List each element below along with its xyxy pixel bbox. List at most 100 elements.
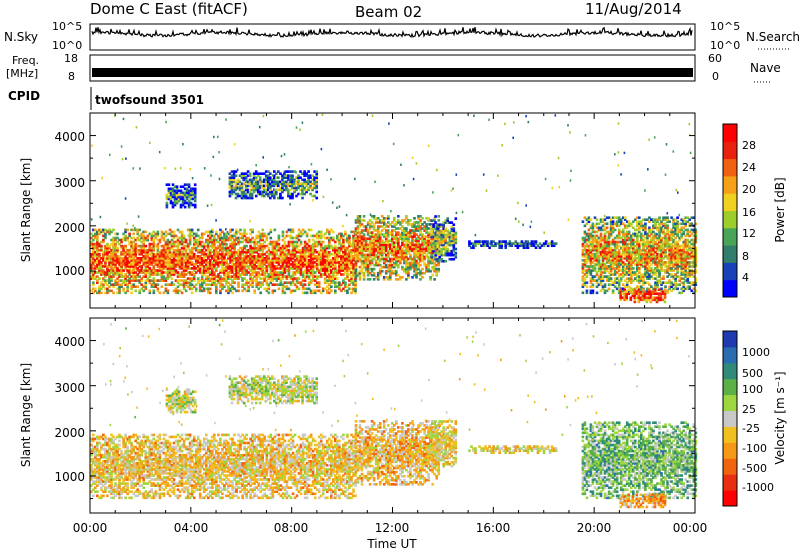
power-cell bbox=[184, 206, 187, 209]
power-cell bbox=[421, 268, 424, 271]
cpid-value: twofsound 3501 bbox=[95, 93, 204, 107]
power-cell bbox=[92, 281, 95, 284]
power-cell bbox=[292, 229, 295, 232]
power-cell bbox=[586, 290, 589, 293]
power-cell bbox=[606, 227, 609, 230]
power-cell bbox=[373, 268, 376, 271]
power-cell bbox=[315, 170, 318, 173]
power-cell bbox=[100, 292, 103, 295]
power-cell bbox=[455, 252, 458, 255]
power-cell bbox=[604, 283, 607, 286]
power-cell bbox=[409, 254, 412, 257]
power-cell bbox=[253, 290, 256, 293]
power-cell bbox=[122, 288, 125, 291]
power-cell bbox=[301, 197, 304, 200]
noise-left-tick-low: 10^0 bbox=[52, 39, 82, 52]
power-cell bbox=[269, 172, 272, 175]
power-cell bbox=[363, 219, 366, 222]
power-cell bbox=[149, 290, 152, 293]
power-cell bbox=[278, 288, 281, 291]
power-cell bbox=[145, 231, 148, 234]
power-cell bbox=[308, 239, 311, 242]
power-cell bbox=[363, 215, 366, 218]
power-cell bbox=[381, 270, 384, 273]
power-cell bbox=[318, 281, 321, 284]
power-cell bbox=[387, 215, 390, 218]
power-cell bbox=[393, 217, 396, 220]
power-cell bbox=[274, 290, 277, 293]
power-cell bbox=[373, 272, 376, 275]
power-cell bbox=[171, 277, 174, 280]
power-cell bbox=[188, 183, 191, 186]
power-cell bbox=[427, 227, 430, 230]
power-cell bbox=[124, 245, 127, 248]
power-cell bbox=[455, 248, 458, 251]
power-cell bbox=[590, 218, 593, 221]
power-cell bbox=[614, 229, 617, 232]
power-cell bbox=[98, 277, 101, 280]
power-cell bbox=[167, 290, 170, 293]
power-cell bbox=[281, 197, 284, 200]
power-cell bbox=[270, 229, 273, 232]
power-cell bbox=[168, 183, 171, 186]
power-cell bbox=[444, 260, 447, 263]
power-cell bbox=[446, 217, 449, 220]
beam-label: Beam 02 bbox=[355, 3, 422, 21]
power-cell bbox=[251, 229, 254, 232]
power-cell bbox=[132, 233, 135, 236]
power-cell bbox=[116, 233, 119, 236]
power-cell bbox=[628, 231, 631, 234]
power-cell bbox=[194, 183, 197, 186]
power-cell bbox=[130, 292, 133, 295]
power-cell bbox=[582, 220, 585, 223]
power-cell bbox=[592, 283, 595, 286]
power-cell bbox=[277, 176, 280, 179]
power-cell bbox=[185, 239, 188, 242]
power-cell bbox=[306, 292, 309, 295]
power-cell bbox=[322, 241, 325, 244]
power-cell bbox=[98, 253, 101, 256]
power-cell bbox=[233, 281, 236, 284]
power-cell bbox=[315, 191, 318, 194]
power-cell bbox=[405, 215, 408, 218]
freq-left-label-2: [MHz] bbox=[6, 67, 38, 80]
power-cell bbox=[582, 292, 585, 295]
power-cell bbox=[307, 170, 310, 173]
freq-left-label-1: Freq. bbox=[12, 54, 39, 67]
power-cell bbox=[401, 276, 404, 279]
power-cell bbox=[298, 288, 301, 291]
power-cell bbox=[231, 229, 234, 232]
power-cell bbox=[586, 281, 589, 284]
power-cell bbox=[112, 229, 115, 232]
power-cell bbox=[455, 232, 458, 235]
freq-left-tick-low: 8 bbox=[68, 70, 75, 83]
power-cell bbox=[304, 283, 307, 286]
power-cell bbox=[332, 231, 335, 234]
power-cell bbox=[245, 245, 248, 248]
power-cell bbox=[134, 290, 137, 293]
power-cell bbox=[157, 231, 160, 234]
power-cell bbox=[138, 229, 141, 232]
power-cell bbox=[409, 219, 412, 222]
power-cell bbox=[237, 290, 240, 293]
power-cell bbox=[600, 233, 603, 236]
power-cell bbox=[239, 229, 242, 232]
power-cell bbox=[430, 254, 433, 257]
power-cell bbox=[453, 227, 456, 230]
power-cell bbox=[181, 231, 184, 234]
power-cell bbox=[437, 215, 440, 218]
power-cell bbox=[270, 237, 273, 240]
power-cell bbox=[261, 229, 264, 232]
noise-left-label: N.Sky bbox=[4, 30, 38, 44]
power-cell bbox=[231, 292, 234, 295]
power-cell bbox=[126, 229, 129, 232]
power-cell bbox=[94, 288, 97, 291]
power-cell bbox=[209, 288, 212, 291]
power-cell bbox=[128, 233, 131, 236]
power-cell bbox=[157, 288, 160, 291]
power-cell bbox=[421, 217, 424, 220]
nave-right-label: Nave bbox=[750, 61, 781, 75]
power-cell bbox=[306, 233, 309, 236]
power-cell bbox=[183, 235, 186, 238]
power-cell bbox=[431, 274, 434, 277]
